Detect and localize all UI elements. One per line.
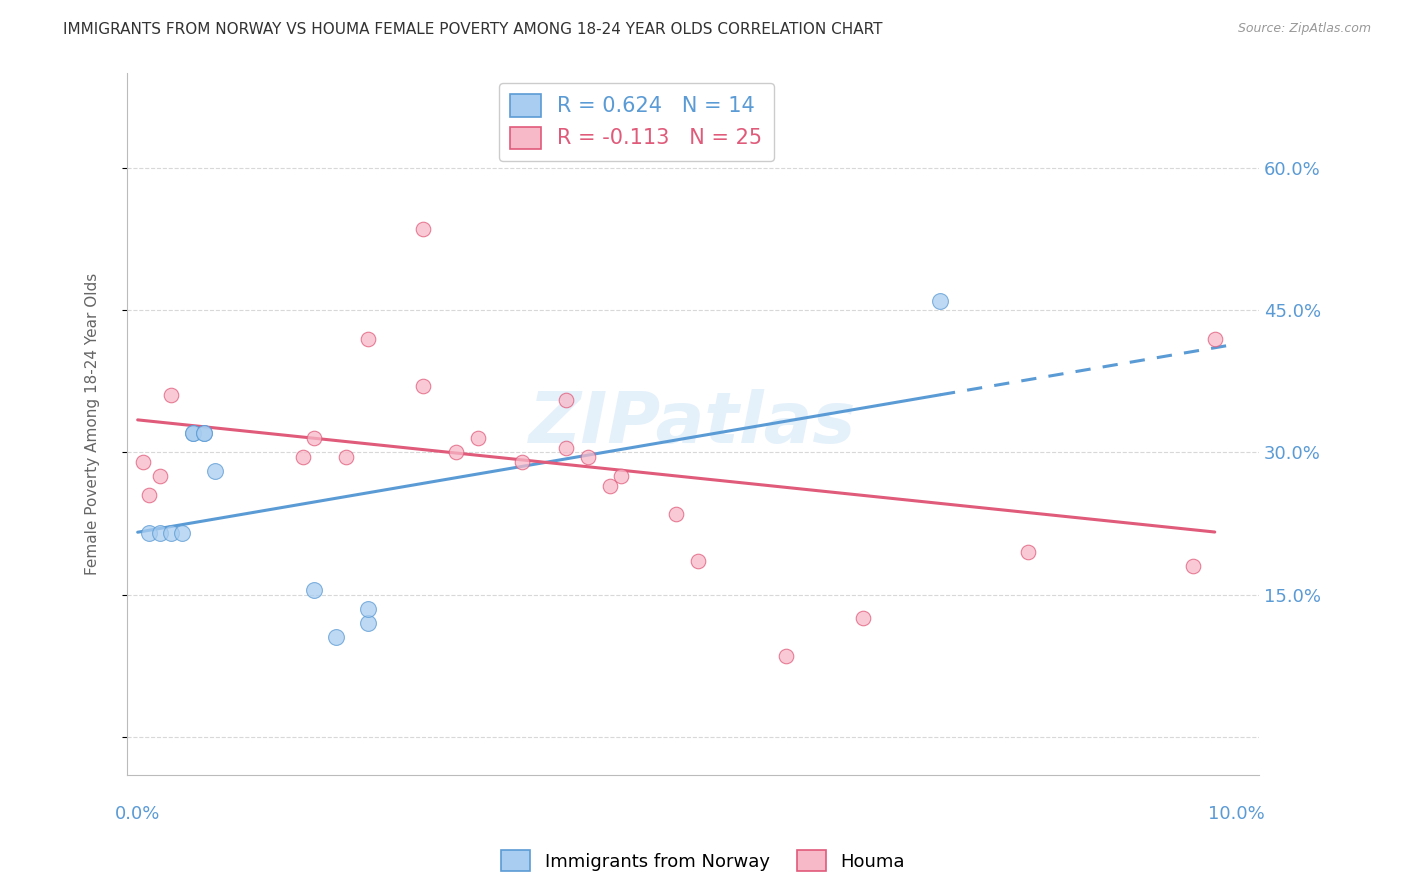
Legend: Immigrants from Norway, Houma: Immigrants from Norway, Houma: [494, 843, 912, 879]
Point: [1017, 545, 1039, 559]
Point: [193, 426, 215, 441]
Point: [181, 426, 204, 441]
Point: [138, 526, 160, 541]
Point: [159, 526, 181, 541]
Point: [852, 611, 875, 625]
Point: [204, 464, 226, 478]
Point: [357, 332, 380, 346]
Text: IMMIGRANTS FROM NORWAY VS HOUMA FEMALE POVERTY AMONG 18-24 YEAR OLDS CORRELATION: IMMIGRANTS FROM NORWAY VS HOUMA FEMALE P…: [63, 22, 883, 37]
Point: [467, 431, 489, 445]
Point: [170, 526, 193, 541]
Point: [335, 450, 357, 465]
Point: [665, 507, 688, 521]
Point: [688, 554, 710, 568]
Point: [291, 450, 314, 465]
Point: [159, 388, 181, 402]
Point: [412, 379, 434, 393]
Point: [138, 488, 160, 502]
Text: 0.0%: 0.0%: [115, 805, 160, 823]
Point: [576, 450, 599, 465]
Point: [555, 441, 578, 455]
Point: [446, 445, 468, 459]
Point: [302, 582, 325, 597]
Point: [132, 455, 155, 469]
Point: [610, 469, 633, 483]
Y-axis label: Female Poverty Among 18-24 Year Olds: Female Poverty Among 18-24 Year Olds: [86, 273, 100, 575]
Point: [929, 293, 952, 308]
Text: ZIPatlas: ZIPatlas: [529, 390, 856, 458]
Text: 10.0%: 10.0%: [1208, 805, 1265, 823]
Point: [412, 222, 434, 236]
Point: [1204, 332, 1226, 346]
Point: [357, 616, 380, 631]
Point: [357, 602, 380, 616]
Point: [1181, 559, 1204, 574]
Text: Source: ZipAtlas.com: Source: ZipAtlas.com: [1237, 22, 1371, 36]
Point: [193, 426, 215, 441]
Point: [181, 426, 204, 441]
Point: [149, 526, 172, 541]
Point: [512, 455, 534, 469]
Point: [302, 431, 325, 445]
Legend: R = 0.624   N = 14, R = -0.113   N = 25: R = 0.624 N = 14, R = -0.113 N = 25: [499, 83, 773, 161]
Point: [599, 478, 621, 492]
Point: [325, 631, 347, 645]
Point: [555, 393, 578, 408]
Point: [149, 469, 172, 483]
Point: [775, 649, 797, 664]
